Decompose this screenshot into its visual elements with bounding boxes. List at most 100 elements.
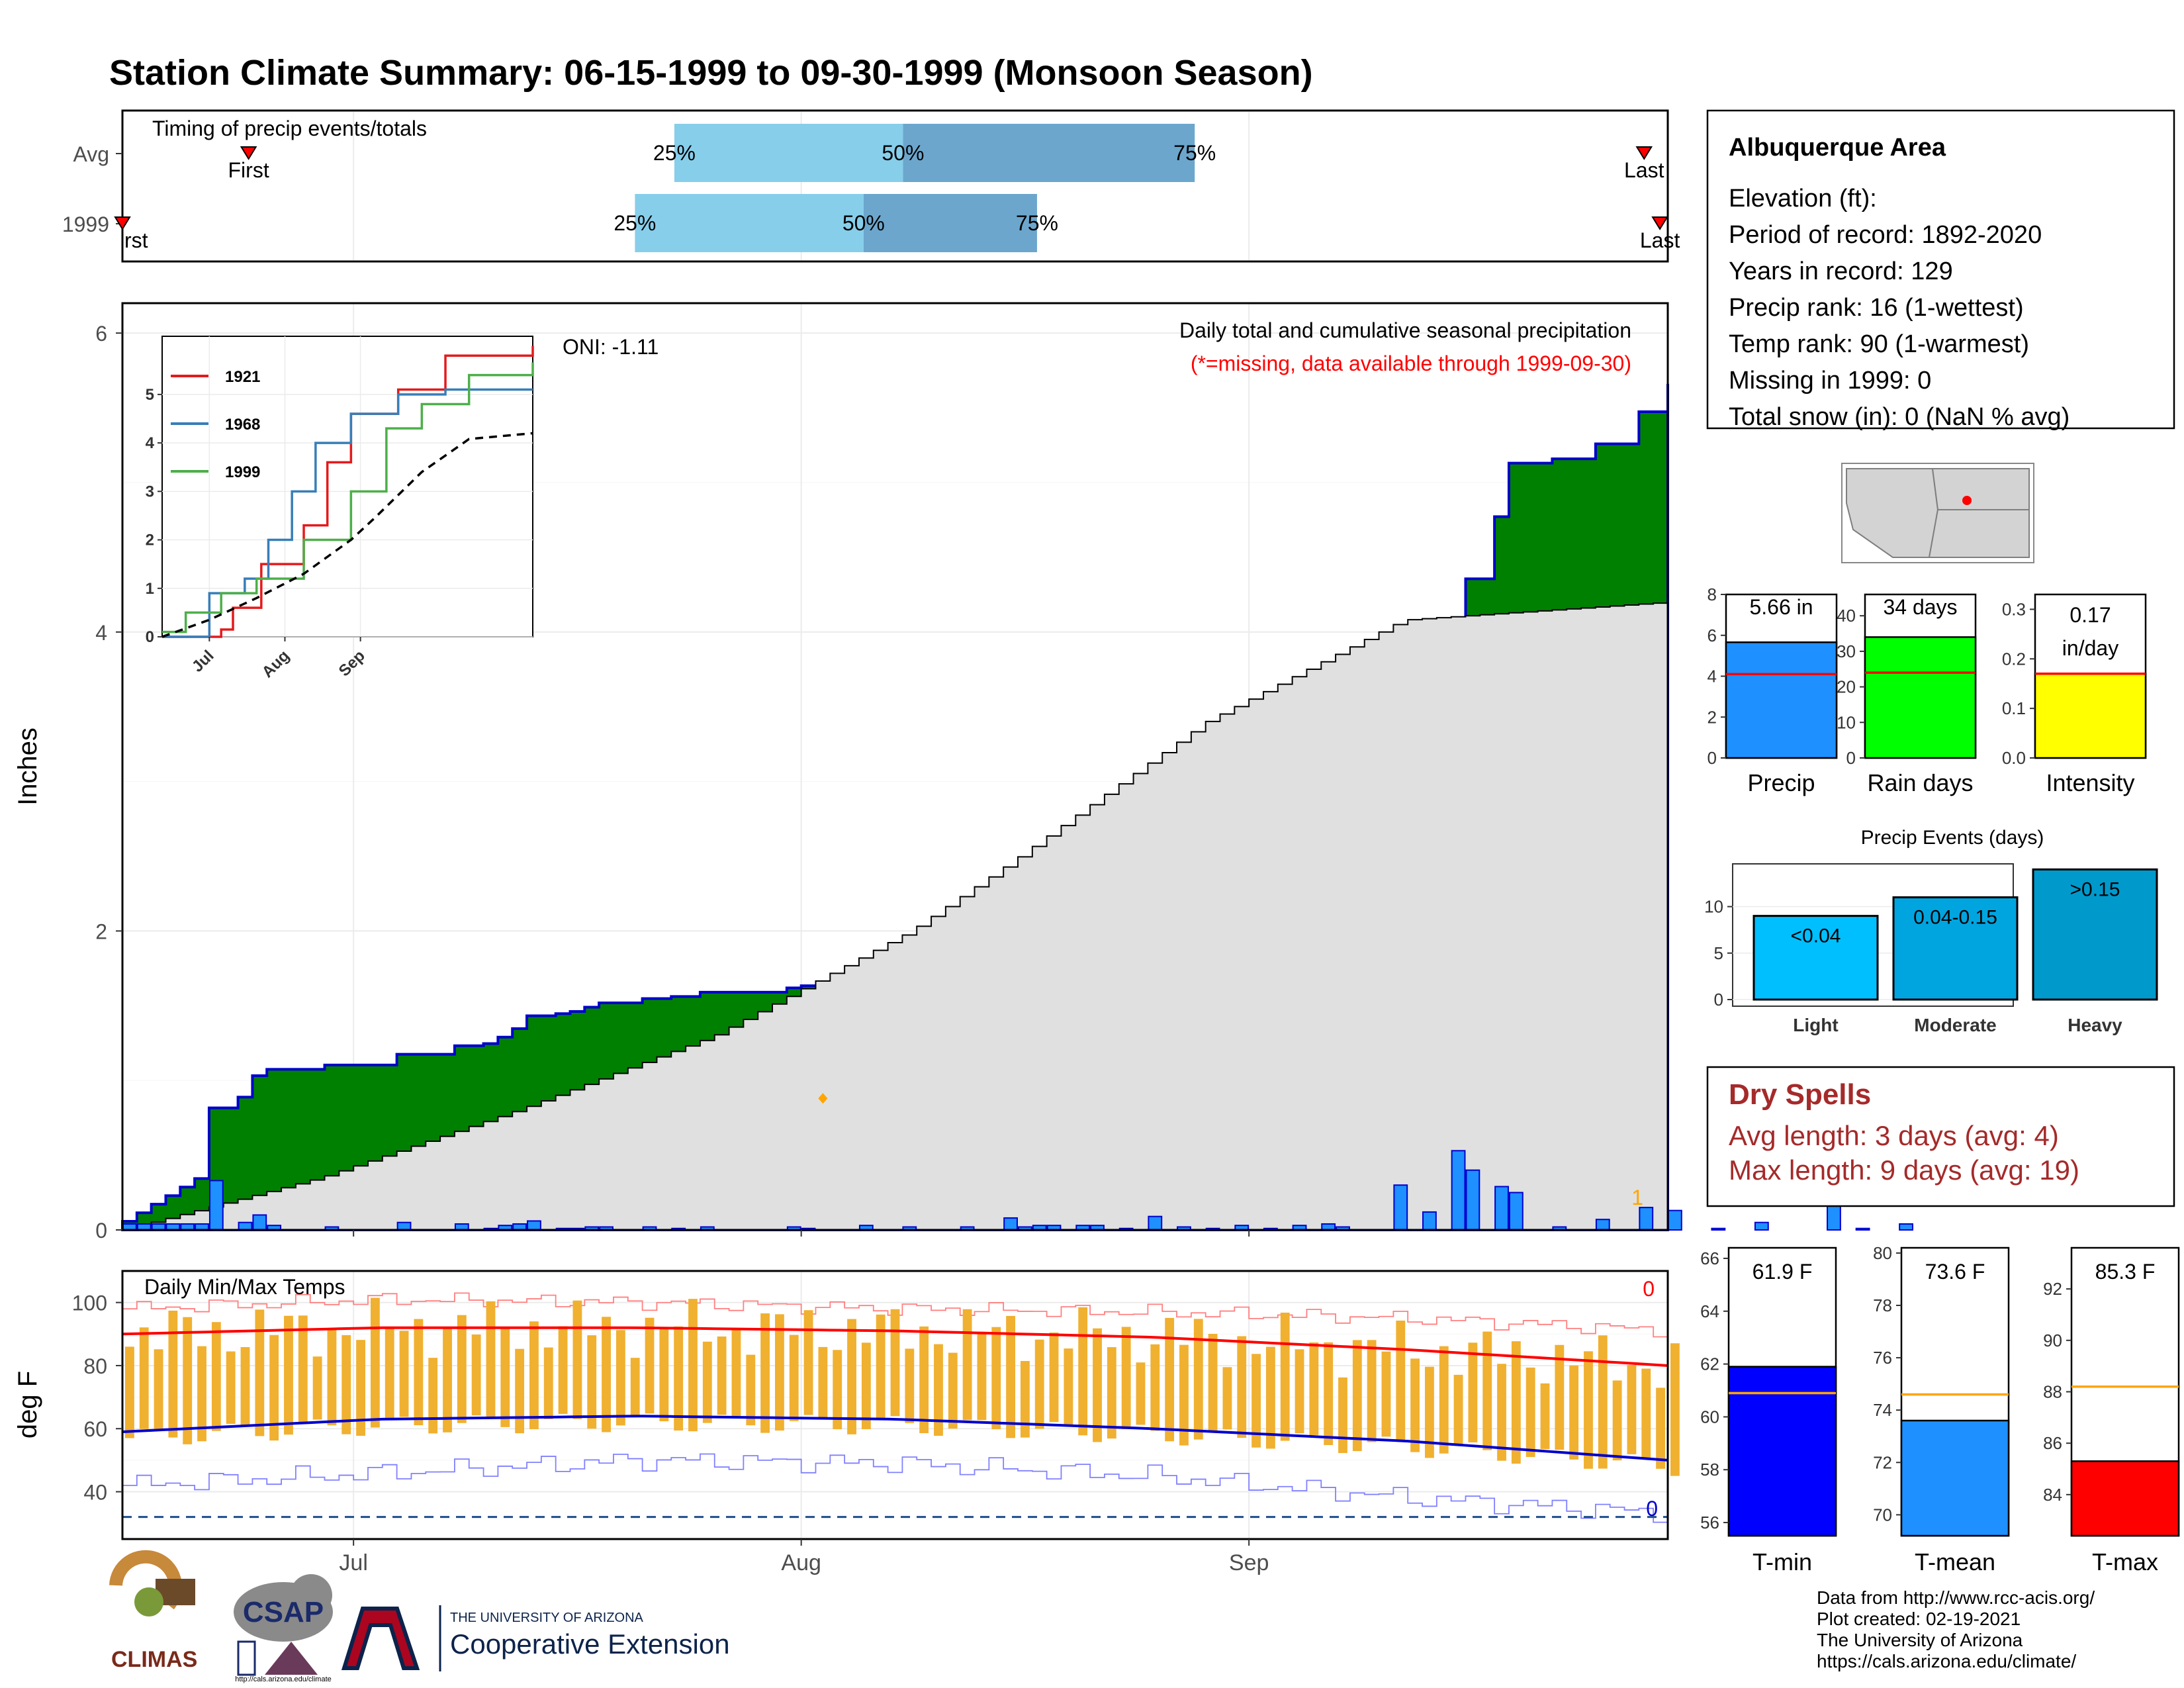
temp-summary-label: T-max: [2092, 1548, 2158, 1575]
temp-ytick-label: 40: [83, 1481, 107, 1505]
daily-temp-bar: [1453, 1374, 1463, 1445]
daily-temp-bar: [789, 1335, 799, 1421]
daily-temp-bar: [1338, 1377, 1347, 1454]
timing-row-label: Avg: [73, 142, 109, 166]
daily-temp-bar: [991, 1327, 1001, 1430]
temp-count-bottom: 0: [1646, 1497, 1658, 1521]
temp-summary-ytick-label: 72: [1873, 1452, 1892, 1472]
daily-temp-bar: [486, 1301, 496, 1418]
daily-temp-bar: [1482, 1331, 1492, 1450]
summary-ytick-label: 40: [1837, 606, 1856, 626]
event-bar-range: 0.04-0.15: [1913, 907, 1997, 929]
inset-ytick-label: 0: [146, 628, 154, 646]
footer-credits: Data from http://www.rcc-acis.org/Plot c…: [1817, 1587, 2095, 1671]
first-event-marker-icon: [240, 146, 257, 160]
daily-precip-bar: [1899, 1223, 1913, 1231]
avg-tmin-line: [122, 1415, 1668, 1462]
summary-bar-precip: [1725, 641, 1838, 759]
temp-summary-ytick-label: 84: [2043, 1485, 2062, 1505]
daily-temp-bar: [1078, 1307, 1088, 1436]
temp-summary-bar-t-max: [2070, 1460, 2180, 1537]
daily-temp-bar: [1656, 1387, 1665, 1469]
daily-temp-bar: [1555, 1344, 1565, 1450]
daily-precip-bar: [1754, 1221, 1769, 1231]
temp-summary-ytick-label: 76: [1873, 1348, 1892, 1368]
summary-bars: 5.66 in 0 2 4 6 8 Precip 34 days 0 10 20 30 40 Rain d…: [1707, 585, 2147, 796]
daily-temp-bar: [1352, 1340, 1362, 1452]
summary-bar-label: Precip: [1747, 769, 1815, 796]
x-tick-label: Aug: [781, 1550, 821, 1575]
temp-summary-ytick-label: 70: [1873, 1505, 1892, 1524]
summary-ytick-label: 2: [1707, 707, 1717, 727]
daily-temp-bar: [1309, 1342, 1319, 1435]
daily-temp-bar: [1497, 1364, 1506, 1461]
summary-value-line1: 0.17: [2070, 603, 2111, 627]
footer-line: The University of Arizona: [1817, 1630, 2023, 1650]
daily-temp-bar: [211, 1322, 221, 1431]
daily-temp-bar: [775, 1314, 784, 1431]
temp-summary-value: 73.6 F: [1925, 1260, 1985, 1284]
daily-temp-bar: [615, 1330, 625, 1426]
summary-ytick-label: 0: [1707, 748, 1717, 768]
temp-ytick-label: 60: [83, 1417, 107, 1441]
x-tick-label: Sep: [1229, 1550, 1269, 1575]
temp-summary-ytick-label: 58: [1700, 1460, 1719, 1479]
daily-temp-bar: [1525, 1367, 1535, 1458]
timing-panel: Timing of precip events/totals Avg 25% 50%…: [62, 109, 1680, 263]
daily-temp-bar: [1222, 1367, 1232, 1430]
temperature-summary-bars: 61.9 F 56 58 60 62 64 66 T-min 73.6 F 70 72 74 76 78 8…: [1700, 1243, 2180, 1575]
daily-temp-bar: [500, 1327, 510, 1427]
daily-temp-bar: [414, 1319, 424, 1426]
quartile-label: 75%: [1016, 211, 1058, 235]
inset-legend-label: 1968: [225, 416, 260, 434]
daily-temp-bar: [833, 1350, 842, 1430]
daily-precip-bar: [1494, 1186, 1509, 1231]
summary-ytick-label: 30: [1837, 641, 1856, 661]
daily-temp-bar: [327, 1328, 337, 1426]
inset-ytick-label: 2: [146, 532, 154, 549]
daily-temp-bar: [1569, 1365, 1579, 1460]
quartile-box-lower: [674, 124, 903, 182]
info-line: Precip rank: 16 (1-wettest): [1729, 294, 2024, 322]
daily-precip-bar: [1855, 1227, 1870, 1231]
summary-ytick-label: 0: [1846, 748, 1856, 768]
info-line: Elevation (ft):: [1729, 185, 1877, 212]
precip-subtitle: Daily total and cumulative seasonal prec…: [1179, 318, 1631, 342]
summary-ytick-label: 20: [1837, 677, 1856, 697]
daily-temp-bar: [1381, 1351, 1391, 1437]
quartile-label: 25%: [653, 141, 696, 165]
daily-temp-bar: [934, 1344, 943, 1436]
daily-temp-bar: [1136, 1362, 1146, 1425]
daily-temp-bar: [356, 1340, 365, 1436]
inset-legend-label: 1999: [225, 463, 260, 481]
daily-temp-bar: [1034, 1339, 1044, 1429]
daily-temp-bar: [674, 1326, 684, 1431]
daily-temp-bar: [1020, 1360, 1030, 1438]
daily-temp-bar: [399, 1331, 409, 1417]
daily-temp-bar: [183, 1317, 193, 1444]
daily-precip-bar: [208, 1180, 224, 1231]
temp-summary-ytick-label: 90: [2043, 1331, 2062, 1350]
info-line: Years in record: 129: [1729, 258, 1953, 285]
daily-temp-bar: [919, 1326, 929, 1434]
daily-temp-bar: [443, 1329, 452, 1432]
event-bar-range: <0.04: [1791, 925, 1841, 947]
event-bar-light: [1752, 915, 1879, 1001]
timing-row-label: 1999: [62, 212, 109, 236]
first-event-label: rst: [124, 228, 148, 252]
oni-label: ONI: -1.11: [563, 335, 659, 359]
summary-bar-intensity: [2034, 673, 2147, 759]
daily-temp-bar: [1093, 1328, 1102, 1442]
precip-events-chart: Precip Events (days) 0 5 10 <0.04 Light 0.04-…: [1704, 827, 2158, 1035]
station-marker-icon: [1962, 496, 1972, 505]
summary-ytick-label: 10: [1837, 712, 1856, 732]
daily-temp-bar: [746, 1354, 756, 1426]
daily-temp-bar: [962, 1309, 972, 1421]
events-ytick-label: 10: [1704, 897, 1723, 917]
temp-summary-value: 61.9 F: [1752, 1260, 1813, 1284]
events-ytick-label: 0: [1714, 990, 1723, 1009]
daily-temp-bar: [168, 1310, 178, 1438]
daily-precip-bar: [1668, 1209, 1682, 1231]
quartile-label: 75%: [1173, 141, 1216, 165]
temp-summary-ytick-label: 74: [1873, 1400, 1892, 1420]
